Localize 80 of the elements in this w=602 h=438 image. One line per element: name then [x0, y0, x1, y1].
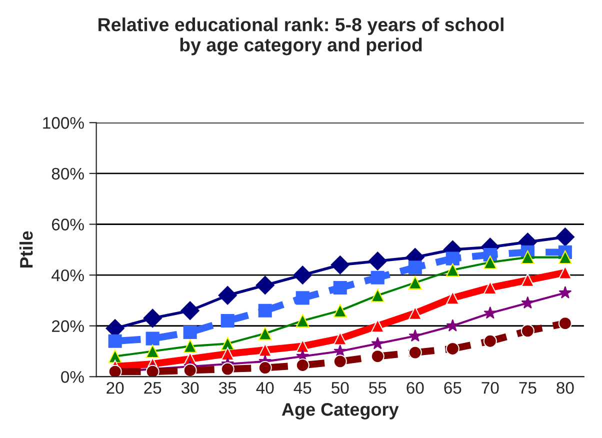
point: [258, 361, 272, 375]
point: [483, 280, 497, 295]
point: [330, 256, 350, 274]
y-tick-label: 20%: [52, 320, 84, 332]
point: [218, 286, 237, 305]
point: [370, 350, 384, 364]
point: [483, 256, 497, 270]
point: [183, 364, 197, 377]
point: [220, 362, 234, 376]
x-tick-label: 65: [444, 382, 462, 394]
point: [296, 358, 310, 372]
point: [258, 304, 272, 318]
point: [146, 364, 160, 377]
point: [296, 291, 310, 305]
point: [446, 263, 460, 277]
y-tick-label: 80%: [52, 168, 84, 180]
point: [146, 332, 160, 346]
point: [220, 347, 234, 361]
point: [333, 332, 347, 346]
point: [558, 286, 572, 298]
x-tick-label: 35: [218, 382, 236, 394]
y-tick-label: 60%: [52, 218, 84, 230]
y-tick-label: 0%: [61, 371, 84, 383]
point: [180, 301, 200, 320]
point: [370, 270, 384, 284]
x-tick-label: 55: [369, 382, 386, 394]
point: [408, 260, 422, 274]
x-tick-label: 45: [294, 382, 312, 394]
point: [446, 319, 460, 332]
y-tick-label: 40%: [52, 269, 84, 282]
point: [446, 342, 460, 356]
point: [408, 306, 422, 320]
x-tick-label: 40: [256, 382, 274, 394]
point: [558, 250, 572, 264]
point: [521, 296, 534, 309]
point: [108, 334, 122, 348]
x-tick-label: 80: [556, 382, 574, 394]
point: [220, 336, 234, 350]
point: [368, 252, 387, 270]
point: [296, 339, 310, 353]
y-axis-title: Ptile: [20, 231, 33, 268]
point: [483, 334, 497, 348]
point: [146, 344, 160, 358]
point: [408, 346, 422, 360]
point: [408, 276, 422, 290]
x-tick-label: 60: [406, 382, 424, 394]
chart-title: Relative educational rank: 5-8 years of school by age category and period: [98, 18, 504, 56]
point: [258, 326, 272, 340]
point: [370, 319, 384, 333]
point: [446, 291, 460, 305]
x-tick-label: 70: [482, 382, 499, 394]
point: [484, 306, 497, 319]
point: [558, 266, 572, 280]
point: [558, 316, 572, 330]
x-tick-label: 20: [106, 382, 124, 394]
point: [258, 343, 272, 357]
point: [183, 339, 197, 353]
point: [296, 314, 310, 328]
point: [220, 314, 234, 328]
x-tick-label: 75: [519, 382, 536, 394]
point: [293, 266, 312, 284]
point: [371, 336, 384, 350]
point: [520, 273, 534, 287]
point: [333, 354, 347, 368]
point: [556, 228, 575, 246]
point: [333, 280, 347, 295]
x-tick-label: 30: [181, 382, 199, 394]
point: [520, 324, 534, 338]
point: [520, 250, 534, 264]
x-tick-label: 50: [332, 382, 349, 394]
point: [370, 288, 384, 302]
point: [256, 276, 274, 295]
point: [446, 252, 460, 266]
point: [183, 325, 197, 339]
point: [143, 308, 162, 328]
y-tick-label: 100%: [43, 117, 84, 129]
x-axis-title: Age Category: [282, 403, 399, 420]
point: [408, 329, 422, 342]
x-tick-label: 25: [144, 382, 162, 394]
point: [333, 304, 347, 318]
